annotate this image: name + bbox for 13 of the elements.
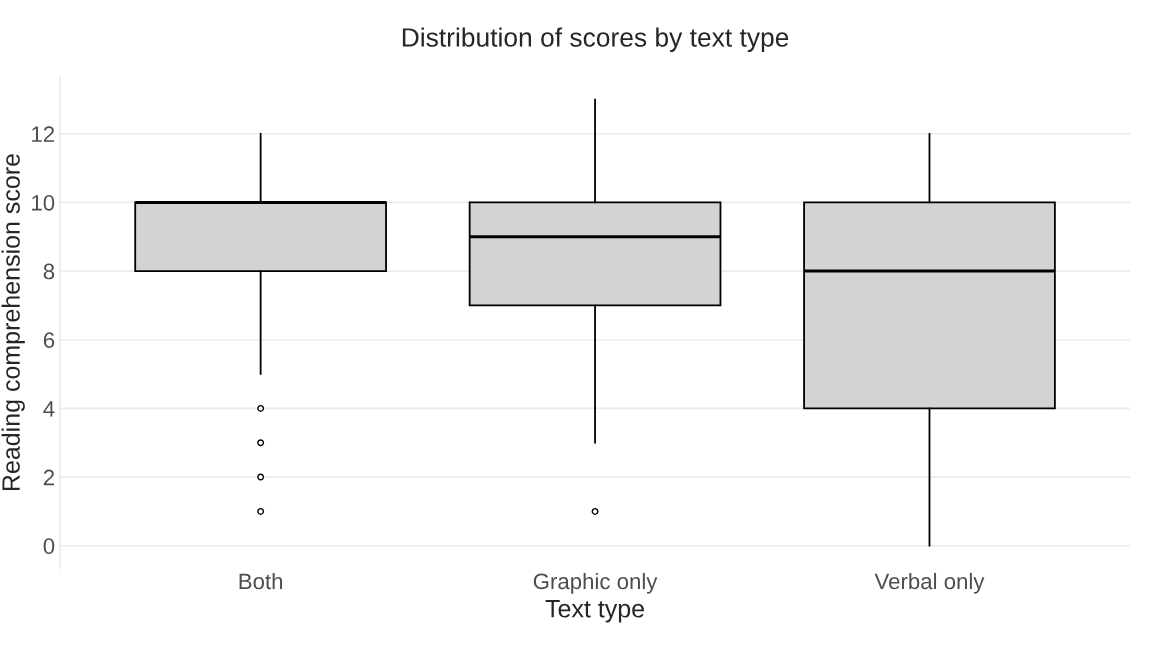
x-tick-label: Both xyxy=(239,572,283,590)
y-tick-label: 6 xyxy=(43,332,55,349)
y-axis-title: Reading comprehension score xyxy=(1,154,25,491)
y-tick-label: 10 xyxy=(32,194,55,211)
chart-title: Distribution of scores by text type xyxy=(402,27,789,53)
x-axis-title: Text type xyxy=(545,600,644,623)
x-tick-label: Verbal only xyxy=(874,572,985,594)
y-tick-label: 2 xyxy=(43,469,54,486)
y-tick-label: 12 xyxy=(32,126,54,142)
x-tick-label: Graphic only xyxy=(533,572,658,594)
y-tick-label: 8 xyxy=(43,263,55,280)
y-tick-label: 4 xyxy=(43,401,55,417)
y-tick-label: 0 xyxy=(43,538,55,555)
